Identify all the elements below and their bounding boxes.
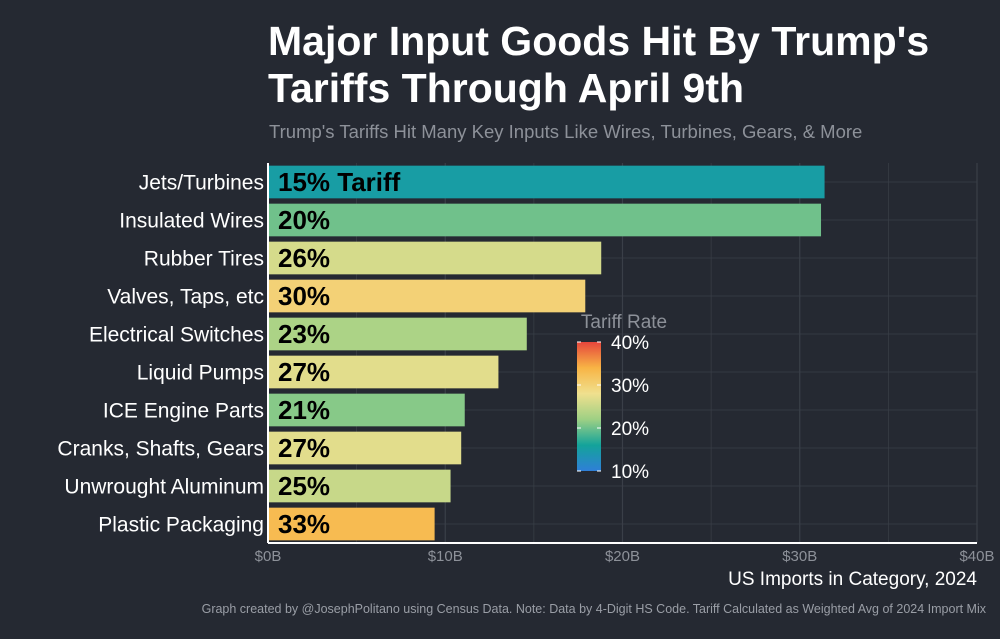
bar-label: 33% xyxy=(278,509,330,539)
bar xyxy=(268,355,499,389)
category-label: Unwrought Aluminum xyxy=(64,476,264,499)
bar-label: 30% xyxy=(278,281,330,311)
legend-tick-label: 20% xyxy=(611,419,649,440)
bars: 15% Tariff 20% 26% 30% 23% 27% 21% 27% 25% 33% xyxy=(268,165,825,541)
x-axis-title: US Imports in Category, 2024 xyxy=(728,569,977,590)
category-label: Rubber Tires xyxy=(144,248,264,271)
bar-label: 27% xyxy=(278,357,330,387)
category-labels: Jets/Turbines Insulated Wires Rubber Tires… xyxy=(57,172,264,537)
bar-label: 23% xyxy=(278,319,330,349)
bar xyxy=(268,241,602,275)
chart-title: Major Input Goods Hit By Trump's Tariffs… xyxy=(268,18,930,111)
bar xyxy=(268,393,465,427)
legend-tick-label: 30% xyxy=(611,376,649,397)
x-tick-label: $30B xyxy=(782,548,817,565)
category-label: Valves, Taps, etc xyxy=(107,286,264,309)
bar-label: 15% Tariff xyxy=(278,167,401,197)
bar xyxy=(268,431,462,465)
bar xyxy=(268,165,825,199)
bar-label: 20% xyxy=(278,205,330,235)
bar-label: 26% xyxy=(278,243,330,273)
x-tick-labels: $0B $10B $20B $30B $40B xyxy=(255,548,995,565)
bar xyxy=(268,203,822,237)
category-label: ICE Engine Parts xyxy=(103,400,264,423)
legend-colorbar xyxy=(577,342,601,471)
bar-label: 27% xyxy=(278,433,330,463)
bar-label: 21% xyxy=(278,395,330,425)
category-label: Liquid Pumps xyxy=(137,362,264,385)
category-label: Jets/Turbines xyxy=(139,172,264,195)
chart-caption: Graph created by @JosephPolitano using C… xyxy=(201,602,986,616)
bar xyxy=(268,507,435,541)
axes xyxy=(267,163,977,544)
x-tick-label: $40B xyxy=(959,548,994,565)
legend-tick-label: 40% xyxy=(611,333,649,354)
category-label: Insulated Wires xyxy=(119,210,264,233)
x-tick-label: $10B xyxy=(428,548,463,565)
chart-subtitle: Trump's Tariffs Hit Many Key Inputs Like… xyxy=(269,121,863,142)
category-label: Plastic Packaging xyxy=(98,514,264,537)
bar xyxy=(268,279,586,313)
bar-label: 25% xyxy=(278,471,330,501)
x-tick-label: $20B xyxy=(605,548,640,565)
x-tick-label: $0B xyxy=(255,548,282,565)
legend-title: Tariff Rate xyxy=(581,312,667,333)
category-label: Electrical Switches xyxy=(89,324,264,347)
bar xyxy=(268,317,527,351)
category-label: Cranks, Shafts, Gears xyxy=(57,438,264,461)
legend: Tariff Rate 10% 20% 30% 40% xyxy=(577,312,667,483)
legend-tick-label: 10% xyxy=(611,462,649,483)
bar xyxy=(268,469,451,503)
